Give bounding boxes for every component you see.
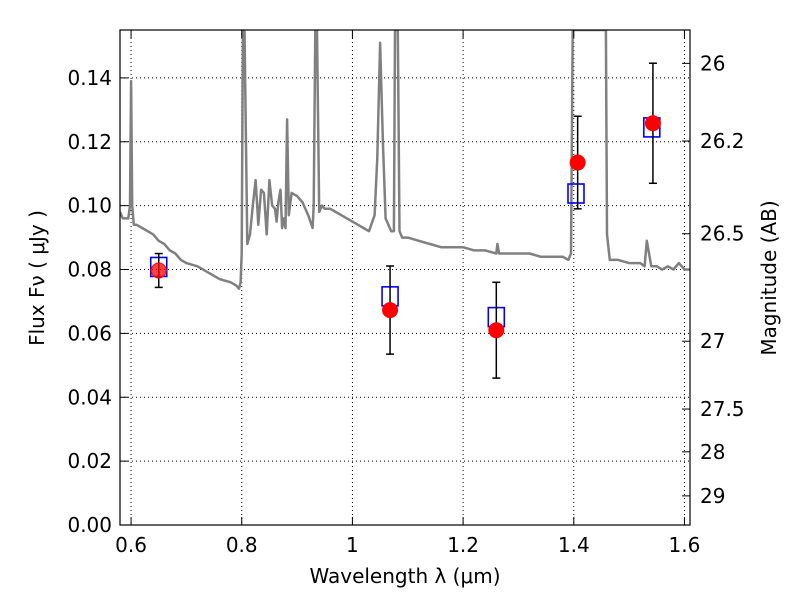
- plot-area-background: [120, 30, 690, 525]
- magnitude-tick-label: 27.5: [700, 397, 745, 421]
- y-tick-label: 0.08: [67, 258, 112, 282]
- y-tick-label: 0.14: [67, 66, 112, 90]
- axis-ticks: 0.6 0.8 1 1.2 1.4 1.6 0.00 0.02 0.04 0.06 0.08 0.10…: [67, 30, 745, 557]
- observed-data-point: [488, 322, 505, 339]
- y-tick-label: 0.12: [67, 130, 112, 154]
- magnitude-tick-label: 29: [700, 484, 725, 508]
- spectrum-layer: [120, 30, 690, 290]
- magnitude-tick-label: 28: [700, 440, 725, 464]
- magnitude-tick-label: 26.5: [700, 222, 745, 246]
- observed-data-point: [150, 262, 167, 279]
- secondary-y-axis-title: Magnitude (AB): [757, 200, 781, 355]
- model-square-marker: [567, 183, 585, 204]
- spectrum-line: [120, 30, 690, 290]
- x-tick-label: 1.4: [558, 533, 590, 557]
- plot-frame: [119, 29, 691, 526]
- magnitude-tick-label: 26: [700, 51, 725, 75]
- observed-data-point: [644, 115, 661, 132]
- x-tick-label: 0.6: [115, 533, 147, 557]
- y-tick-label: 0.04: [67, 385, 112, 409]
- magnitude-tick-label: 27: [700, 329, 725, 353]
- y-tick-label: 0.00: [67, 513, 112, 537]
- magnitude-tick-label: 26.2: [700, 129, 745, 153]
- x-tick-label: 1.2: [447, 533, 479, 557]
- y-axis-title: Flux Fν ( μJy ): [25, 210, 49, 346]
- y-tick-label: 0.06: [67, 321, 112, 345]
- observed-data-point: [382, 302, 399, 319]
- data-points-layer: [149, 62, 661, 379]
- x-tick-label: 1.6: [669, 533, 701, 557]
- x-tick-label: 1: [346, 533, 359, 557]
- observed-data-point: [569, 154, 586, 171]
- x-axis-title: Wavelength λ (μm): [309, 564, 500, 588]
- y-tick-label: 0.10: [67, 194, 112, 218]
- x-tick-label: 0.8: [226, 533, 258, 557]
- y-tick-label: 0.02: [67, 449, 112, 473]
